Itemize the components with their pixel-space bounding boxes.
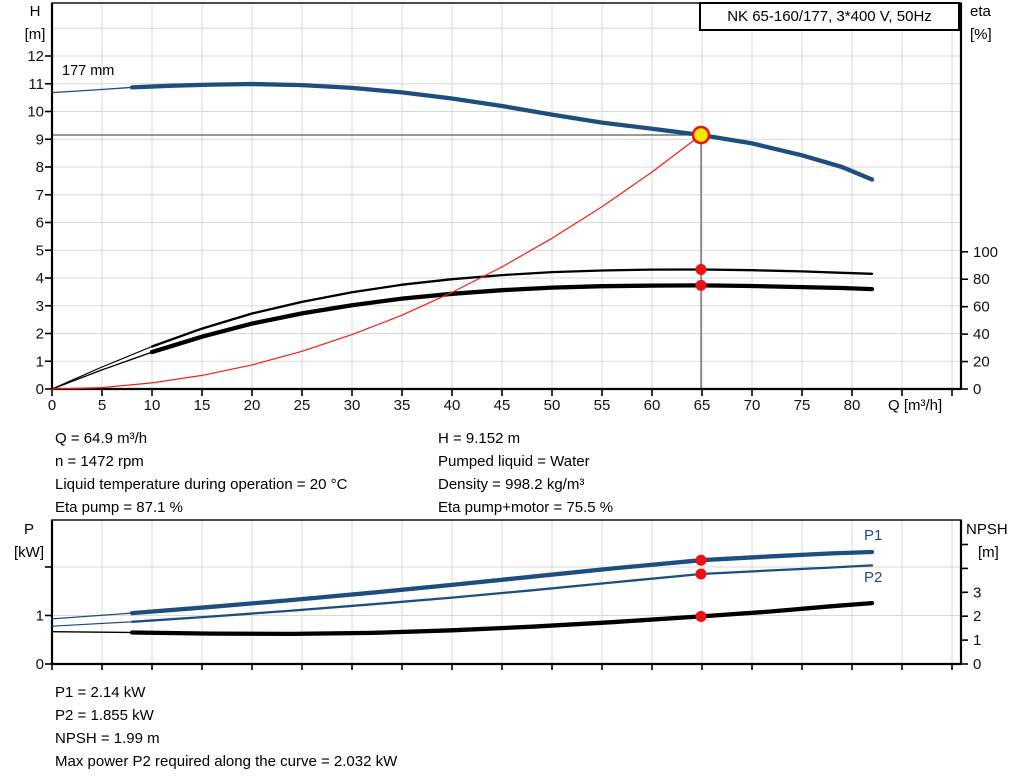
eta-tick-label: 100	[973, 244, 998, 261]
npsh-axis-unit-bracket: [m]	[978, 544, 999, 561]
info-line-density: Density = 998.2 kg/m³	[438, 476, 585, 493]
p1-curve-label: P1	[864, 527, 883, 544]
h-tick-label: 1	[36, 353, 44, 370]
x-tick-label: 65	[694, 397, 711, 414]
h-tick-label: 8	[36, 159, 44, 176]
p-axis-unit-bracket: [kW]	[14, 544, 44, 561]
npsh-tick-label: 2	[973, 608, 981, 625]
info-line-eta-pump-motor: Eta pump+motor = 75.5 %	[438, 499, 614, 516]
info-line-eta-pump: Eta pump = 87.1 %	[55, 499, 183, 516]
x-tick-label: 50	[544, 397, 561, 414]
x-tick-label: 0	[48, 397, 56, 414]
x-tick-label: 20	[244, 397, 261, 414]
h-tick-label: 10	[27, 104, 44, 121]
npsh-tick-label: 0	[973, 656, 981, 673]
duty-point-crosshair	[52, 134, 702, 389]
info-line-head: H = 9.152 m	[438, 430, 521, 447]
x-tick-label: 80	[844, 397, 861, 414]
result-footer-block: P1 = 2.14 kW P2 = 1.855 kW NPSH = 1.99 m…	[55, 681, 397, 773]
eta-tick-label: 20	[973, 354, 990, 371]
x-tick-label: 30	[344, 397, 361, 414]
footer-line-npsh: NPSH = 1.99 m	[55, 730, 160, 747]
p-axis-unit: P	[23, 521, 34, 538]
x-tick-label: 25	[294, 397, 311, 414]
p2-curve-duty-marker	[695, 568, 707, 580]
eta-tick-label: 60	[973, 299, 990, 316]
h-axis-unit: H	[29, 3, 41, 20]
pump-title-box: NK 65-160/177, 3*400 V, 50Hz	[699, 2, 960, 31]
info-line-temperature: Liquid temperature during operation = 20…	[55, 476, 348, 493]
h-tick-label: 6	[36, 215, 44, 232]
duty-point-marker	[691, 125, 711, 145]
eta-pump-motor	[149, 283, 875, 355]
eta-duty-marker	[695, 279, 707, 291]
eta-axis-unit: eta	[970, 3, 991, 20]
eta-duty-marker	[695, 263, 707, 275]
duty-info-right-column: H = 9.152 m Pumped liquid = Water Densit…	[438, 427, 613, 519]
h-tick-label: 7	[36, 187, 44, 204]
footer-line-p2: P2 = 1.855 kW	[55, 707, 154, 724]
h-tick-label: 9	[36, 131, 44, 148]
x-tick-label: 10	[144, 397, 161, 414]
eta-tick-label: 40	[973, 326, 990, 343]
h-tick-label: 0	[36, 381, 44, 398]
q-axis-label: Q [m³/h]	[888, 397, 943, 414]
h-tick-label: 5	[36, 242, 44, 259]
head-curve-177mm	[129, 81, 875, 182]
plot-frame	[51, 2, 962, 390]
x-tick-label: 35	[394, 397, 411, 414]
h-tick-label: 4	[36, 270, 44, 287]
x-tick-label: 5	[98, 397, 106, 414]
npsh-curve	[129, 600, 875, 637]
h-tick-label: 11	[28, 76, 44, 93]
h-tick-label: 3	[36, 298, 44, 315]
npsh-axis-label: NPSH	[966, 521, 1008, 538]
info-line-q: Q = 64.9 m³/h	[55, 430, 148, 447]
x-tick-label: 55	[594, 397, 611, 414]
footer-line-p1: P1 = 2.14 kW	[55, 684, 146, 701]
p2-curve	[130, 564, 874, 623]
x-tick-label: 70	[744, 397, 761, 414]
h-tick-label: 2	[36, 326, 44, 343]
x-tick-label: 15	[194, 397, 211, 414]
x-tick-label: 60	[644, 397, 661, 414]
impeller-diameter-label: 177 mm	[62, 63, 115, 79]
duty-info-left-column: Q = 64.9 m³/h n = 1472 rpm Liquid temper…	[55, 427, 347, 519]
p-tick-label: 1	[36, 608, 44, 625]
info-line-liquid: Pumped liquid = Water	[438, 453, 590, 470]
system-curve-thin	[51, 134, 702, 390]
x-tick-label: 45	[494, 397, 511, 414]
p1-curve	[129, 549, 875, 616]
x-tick-label: 75	[794, 397, 811, 414]
h-axis-unit-bracket: [m]	[24, 26, 46, 43]
eta-tick-label: 80	[973, 271, 990, 288]
footer-line-max-power: Max power P2 required along the curve = …	[55, 753, 398, 770]
eta-pump	[150, 268, 874, 348]
p1-curve-duty-marker	[695, 554, 707, 566]
x-tick-label: 40	[444, 397, 461, 414]
npsh-tick-label: 1	[973, 632, 981, 649]
p2-curve-label: P2	[864, 569, 883, 586]
p-tick-label: 0	[36, 656, 44, 673]
npsh-curve-duty-marker	[695, 610, 707, 622]
info-line-speed: n = 1472 rpm	[55, 453, 144, 470]
eta-axis-unit-bracket: [%]	[970, 26, 992, 43]
h-tick-label: 12	[27, 48, 44, 65]
eta-tick-label: 0	[973, 381, 981, 398]
npsh-tick-label: 3	[973, 584, 981, 601]
